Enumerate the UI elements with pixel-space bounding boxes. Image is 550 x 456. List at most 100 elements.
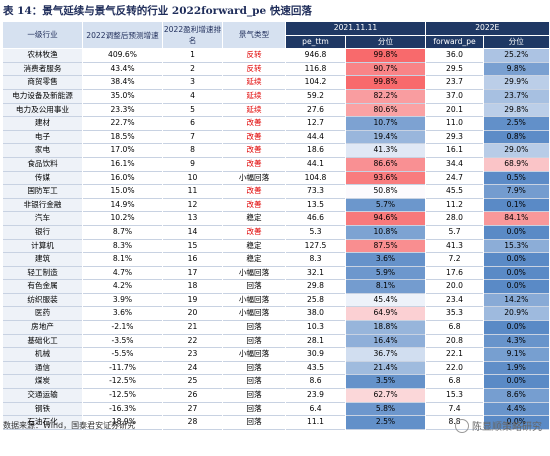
fwd-pe-cell: 20.8: [425, 334, 484, 348]
pe-pct-cell: 5.9%: [344, 266, 426, 280]
type-cell: 延续: [222, 75, 286, 90]
pe-ttm-cell: 25.8: [285, 293, 346, 307]
pe-ttm-cell: 116.8: [285, 62, 346, 76]
growth-cell: -12.5%: [82, 388, 163, 403]
rank-cell: 21: [162, 320, 223, 335]
pe-ttm-cell: 12.7: [285, 116, 346, 131]
table-row: 建材 22.7% 6 改善 12.7 10.7% 11.0 2.5%: [2, 116, 549, 131]
industry-cell: 国防军工: [2, 184, 83, 199]
fwd-pe-cell: 29.3: [425, 130, 484, 144]
header-cell: 2022E: [425, 22, 549, 36]
table-row: 电力设备及新能源 35.0% 4 延续 59.2 82.2% 37.0 23.7%: [2, 89, 549, 104]
pe-pct-cell: 64.9%: [344, 306, 426, 321]
pe-pct-cell: 99.8%: [344, 48, 426, 63]
pe-ttm-cell: 946.8: [285, 48, 346, 63]
industry-cell: 通信: [2, 361, 83, 375]
rank-cell: 4: [162, 89, 223, 104]
industry-cell: 纺织服装: [2, 293, 83, 307]
rank-cell: 12: [162, 198, 223, 212]
pe-pct-cell: 19.4%: [344, 130, 426, 144]
growth-cell: 18.5%: [82, 130, 163, 144]
rank-cell: 18: [162, 279, 223, 294]
fwd-pct-cell: 0.5%: [483, 171, 549, 185]
growth-cell: 4.2%: [82, 279, 163, 294]
rank-cell: 19: [162, 293, 223, 307]
header-cell: 一级行业: [2, 22, 83, 50]
industry-cell: 商贸零售: [2, 75, 83, 90]
industry-cell: 房地产: [2, 320, 83, 335]
growth-cell: 8.3%: [82, 239, 163, 253]
fwd-pct-cell: 68.9%: [483, 157, 549, 172]
industry-cell: 汽车: [2, 211, 83, 226]
growth-cell: 4.7%: [82, 266, 163, 280]
fwd-pct-cell: 14.2%: [483, 293, 549, 307]
header-cell: 2022调整后预测增速: [82, 22, 163, 50]
pe-ttm-cell: 32.1: [285, 266, 346, 280]
fwd-pe-cell: 16.1: [425, 143, 484, 158]
fwd-pct-cell: 29.8%: [483, 103, 549, 117]
header-cell: forward_pe: [425, 35, 484, 50]
pe-pct-cell: 3.6%: [344, 252, 426, 267]
growth-cell: 8.1%: [82, 252, 163, 267]
industry-cell: 钢铁: [2, 402, 83, 416]
rank-cell: 6: [162, 116, 223, 131]
industry-cell: 煤炭: [2, 374, 83, 389]
pe-ttm-cell: 46.6: [285, 211, 346, 226]
industry-cell: 非银行金融: [2, 198, 83, 212]
type-cell: 回落: [222, 320, 286, 335]
table-row: 房地产 -2.1% 21 回落 10.3 18.8% 6.8 0.0%: [2, 320, 549, 335]
pe-ttm-cell: 6.4: [285, 402, 346, 416]
type-cell: 小幅回落: [222, 266, 286, 280]
watermark-text: 陈显顺策略研究: [472, 422, 542, 433]
table-row: 机械 -5.5% 23 小幅回落 30.9 36.7% 22.1 9.1%: [2, 347, 549, 362]
table-row: 通信 -11.7% 24 回落 43.5 21.4% 22.0 1.9%: [2, 361, 549, 375]
table-row: 钢铁 -16.3% 27 回落 6.4 5.8% 7.4 4.4%: [2, 402, 549, 416]
pe-ttm-cell: 23.9: [285, 388, 346, 403]
pe-ttm-cell: 38.0: [285, 306, 346, 321]
pe-ttm-cell: 8.3: [285, 252, 346, 267]
pe-pct-cell: 80.6%: [344, 103, 426, 117]
pe-pct-cell: 93.6%: [344, 171, 426, 185]
fwd-pct-cell: 15.3%: [483, 239, 549, 253]
rank-cell: 14: [162, 225, 223, 239]
fwd-pct-cell: 7.9%: [483, 184, 549, 199]
type-cell: 回落: [222, 388, 286, 403]
fwd-pe-cell: 45.5: [425, 184, 484, 199]
industry-cell: 农林牧渔: [2, 48, 83, 63]
pe-ttm-cell: 28.1: [285, 334, 346, 348]
fwd-pe-cell: 28.0: [425, 211, 484, 226]
pe-pct-cell: 36.7%: [344, 347, 426, 362]
type-cell: 回落: [222, 279, 286, 294]
growth-cell: 3.9%: [82, 293, 163, 307]
fwd-pe-cell: 11.2: [425, 198, 484, 212]
fwd-pe-cell: 17.6: [425, 266, 484, 280]
table-row: 石油石化 -18.9% 28 回落 11.1 2.5% 8.8 0.0%: [2, 415, 549, 430]
growth-cell: 3.6%: [82, 306, 163, 321]
fwd-pct-cell: 0.0%: [483, 279, 549, 294]
fwd-pe-cell: 24.7: [425, 171, 484, 185]
growth-cell: -16.3%: [82, 402, 163, 416]
rank-cell: 28: [162, 415, 223, 430]
fwd-pe-cell: 36.0: [425, 48, 484, 63]
type-cell: 稳定: [222, 252, 286, 267]
fwd-pct-cell: 0.0%: [483, 415, 549, 430]
industry-cell: 石油石化: [2, 415, 83, 430]
table-row: 消费者服务 43.4% 2 反转 116.8 90.7% 29.5 9.8%: [2, 62, 549, 76]
fwd-pe-cell: 5.7: [425, 225, 484, 239]
industry-cell: 交通运输: [2, 388, 83, 403]
pe-ttm-cell: 8.6: [285, 374, 346, 389]
pe-pct-cell: 5.8%: [344, 402, 426, 416]
pe-ttm-cell: 44.4: [285, 130, 346, 144]
rank-cell: 2: [162, 62, 223, 76]
growth-cell: -11.7%: [82, 361, 163, 375]
table: 一级行业 2022调整后预测增速 2022盈利增速排名 景气类型 2021.11…: [2, 22, 549, 430]
type-cell: 小幅回落: [222, 293, 286, 307]
source: 数据来源：Wind，国泰君安证券研究: [3, 421, 136, 430]
fwd-pe-cell: 20.0: [425, 279, 484, 294]
rank-cell: 3: [162, 75, 223, 90]
growth-cell: 15.0%: [82, 184, 163, 199]
type-cell: 改善: [222, 225, 286, 239]
rank-cell: 23: [162, 347, 223, 362]
table-row: 医药 3.6% 20 小幅回落 38.0 64.9% 35.3 20.9%: [2, 306, 549, 321]
header-cell: 分位: [483, 35, 549, 50]
